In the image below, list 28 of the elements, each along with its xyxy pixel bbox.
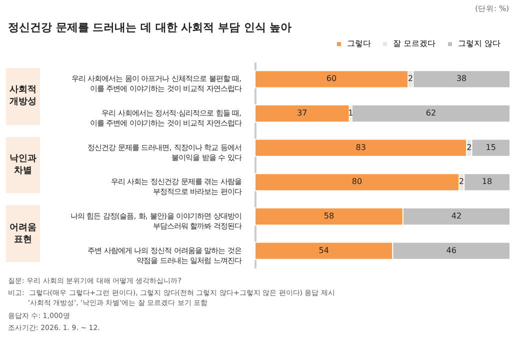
data-label: 2: [466, 142, 472, 152]
bar: [254, 70, 408, 88]
text: 사회적 개방성: [6, 68, 40, 125]
data-label: 46: [446, 246, 456, 255]
data-label: 38: [456, 74, 467, 84]
legend-label: 그렇다: [347, 39, 371, 48]
data-label: 80: [352, 177, 362, 186]
bar: [254, 173, 460, 192]
data-label: 60: [326, 74, 337, 84]
data-label: 15: [486, 142, 496, 152]
data-label: 58: [324, 212, 334, 220]
text: 정신건강 문제를 드러내는 데 대한 사회적 부담 인식 높아: [8, 20, 292, 35]
data-label: 37: [297, 108, 308, 118]
data-label: 42: [451, 212, 462, 220]
data-label: 2: [459, 177, 464, 186]
data-label: 54: [318, 246, 329, 255]
data-label: 18: [482, 177, 492, 186]
data-label: 83: [356, 142, 366, 152]
bar: [351, 104, 510, 123]
legend-label: 잘 모르겠다: [393, 39, 436, 48]
data-label: 62: [426, 108, 436, 118]
bar: [254, 138, 468, 157]
data-label: 1: [348, 108, 354, 118]
text: 어려움 표현: [6, 205, 40, 262]
text: 낙인과 차별: [6, 136, 40, 194]
legend-label: 그렇지 않다: [458, 39, 501, 48]
data-label: 2: [408, 74, 414, 84]
bar: [254, 104, 350, 123]
